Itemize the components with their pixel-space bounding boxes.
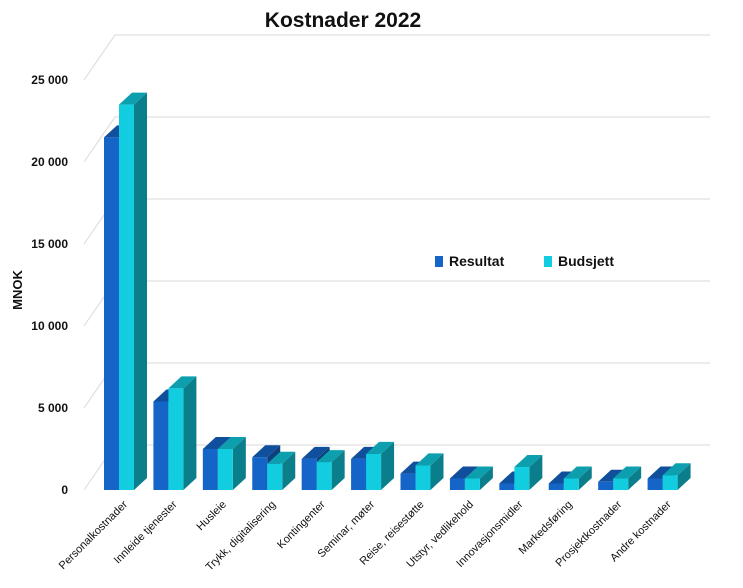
bar-side [529,455,543,490]
bar-front [252,457,268,490]
bar-top [598,469,627,482]
bar-side [677,463,691,490]
bar-front [449,478,465,490]
bar-side [381,441,395,490]
bar-side [134,92,147,490]
bar-budsjett-kontingenter [316,450,345,490]
bar-top [316,450,345,463]
bar-top [662,463,691,476]
bar-front [548,483,564,490]
bar-front [662,475,678,490]
bar-budsjett-andre-kostnader [662,463,691,490]
y-tick-label: 20 000 [31,155,68,169]
y-tick-label: 10 000 [31,319,68,333]
bar-top [252,445,281,458]
bar-front [168,388,184,490]
gridline [83,34,710,81]
bar-top [366,441,395,454]
bar-top [267,451,296,464]
gridline [83,198,710,245]
bar-front [400,473,416,490]
bar-front [351,458,367,490]
bar-top [168,376,197,389]
legend-label-resultat: Resultat [449,253,505,269]
bar-side [232,437,246,490]
bar-front [563,478,579,490]
x-tick-label-kontingenter: Kontingenter [275,498,328,551]
bar-front [202,449,218,490]
bar-side [628,466,642,490]
bar-budsjett-husleie [217,437,246,490]
bar-front [613,478,629,490]
bar-budsjett-prosjektkostnader [613,466,642,490]
bar-top [613,466,642,479]
bar-budsjett-innovasjonsmidler [514,455,543,490]
y-axis-ticks: 0 5 000 10 000 15 000 20 000 25 000 [31,73,68,497]
legend-label-budsjett: Budsjett [558,253,614,269]
legend-swatch-resultat [435,256,443,267]
bar-front [119,104,134,490]
bar-budsjett-trykk-digitalisering [267,451,296,490]
bar-front [464,478,480,490]
y-axis-label: MNOK [10,270,25,310]
bar-top [464,466,493,479]
bar-top [449,466,478,479]
bar-side [578,466,592,490]
bar-front [267,463,283,490]
bar-front [153,401,169,490]
bar-front [316,462,332,490]
bar-front [301,458,317,490]
bar-front [499,483,515,490]
y-tick-label: 15 000 [31,237,68,251]
bar-top [514,455,543,468]
bar-front [366,453,382,490]
bar-budsjett-markedsføring [563,466,592,490]
y-tick-label: 5 000 [38,401,68,415]
bar-front [104,137,119,490]
bar-budsjett-utstyr-vedlikehold [464,466,493,490]
bar-top [119,92,147,105]
bar-side [331,450,345,490]
bar-front [217,449,233,490]
bar-front [598,481,614,490]
bar-side [430,453,444,490]
bar-front [415,465,431,490]
bar-budsjett-reise-reisestøtte [415,453,444,490]
bar-top [217,437,246,449]
bar-front [514,467,530,490]
bars [104,92,691,491]
gridline [83,280,710,327]
gridline [83,116,710,163]
bar-top [202,437,231,449]
bar-side [479,466,493,490]
bar-budsjett-innleide-tjenester [168,376,197,490]
x-tick-label-husleie: Husleie [195,499,229,533]
chart-title: Kostnader 2022 [265,9,421,32]
legend: Resultat Budsjett [435,253,614,269]
bar-top [563,466,592,479]
bar-side [183,376,197,490]
bar-side [282,451,296,490]
bar-top [647,466,676,479]
y-tick-label: 0 [61,483,68,497]
legend-swatch-budsjett [544,256,552,267]
bar-top [415,453,444,466]
y-tick-label: 25 000 [31,73,68,87]
bar-front [647,478,663,490]
bar-top [301,446,330,459]
bar-budsjett-personalkostnader [119,92,147,490]
bar-budsjett-seminar-møter [366,441,395,490]
